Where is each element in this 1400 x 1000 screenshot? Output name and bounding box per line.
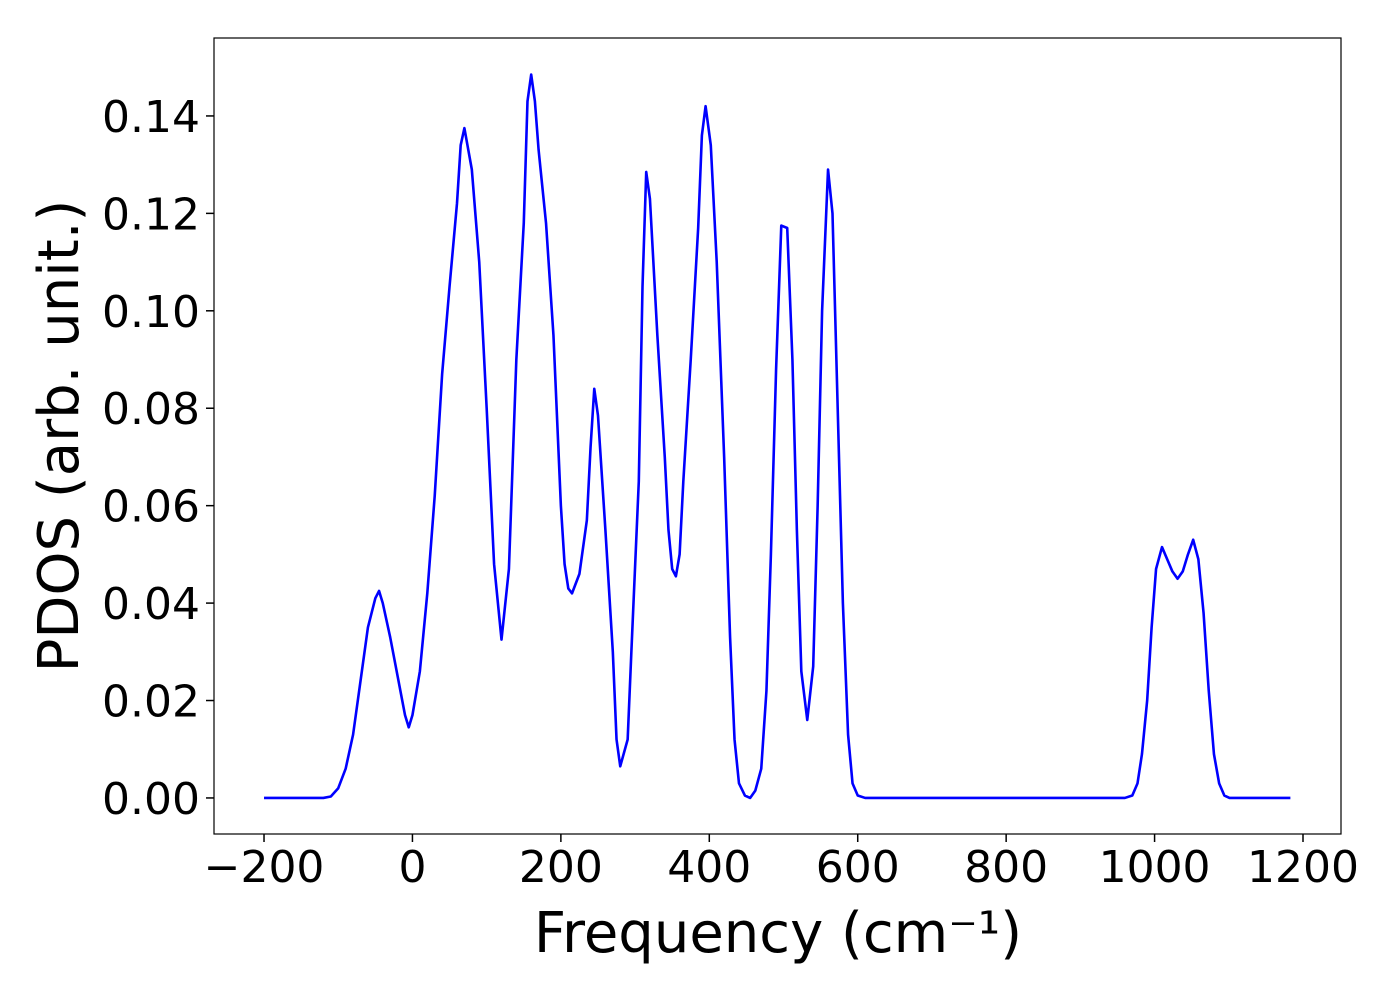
x-tick-label: 400 — [667, 842, 751, 893]
x-tick-label: 1000 — [1099, 842, 1211, 893]
y-tick-label: 0.00 — [102, 774, 200, 825]
x-tick-label: 1200 — [1247, 842, 1359, 893]
y-tick-label: 0.10 — [102, 287, 200, 338]
y-tick-label: 0.08 — [102, 384, 200, 435]
x-tick-label: 800 — [964, 842, 1048, 893]
data-line — [264, 73, 1291, 800]
x-tick-label: 600 — [816, 842, 900, 893]
y-axis-label: PDOS (arb. unit.) — [27, 200, 92, 673]
x-axis-label: Frequency (cm⁻¹) — [534, 901, 1022, 966]
y-tick-label: 0.06 — [102, 482, 200, 533]
y-tick-label: 0.14 — [102, 92, 200, 143]
y-tick-label: 0.12 — [102, 189, 200, 240]
x-tick-label: −200 — [204, 842, 325, 893]
x-tick-label: 0 — [398, 842, 426, 893]
x-tick-label: 200 — [519, 842, 603, 893]
plot-frame — [213, 37, 1342, 835]
y-tick-label: 0.02 — [102, 677, 200, 728]
y-tick-label: 0.04 — [102, 579, 200, 630]
